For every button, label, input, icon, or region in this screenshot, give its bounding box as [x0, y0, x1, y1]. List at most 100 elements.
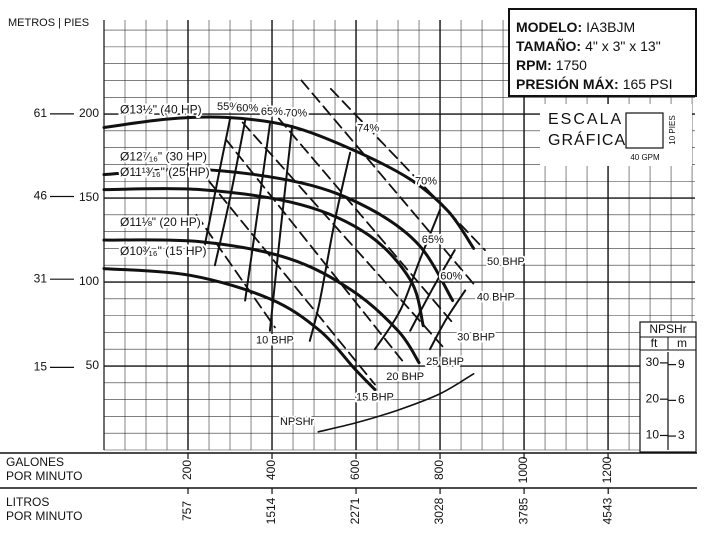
impeller-label: Ø11¹³⁄₁₆" (25 HP) — [120, 165, 210, 179]
axis-heading: METROS | PIES — [8, 17, 89, 29]
efficiency-curve — [409, 249, 456, 332]
model-key: MODELO: — [516, 19, 582, 35]
model-box-frame — [508, 8, 697, 97]
model-value: 4" x 3" x 13" — [585, 38, 661, 54]
bhp-line — [224, 138, 407, 366]
x2-tick-label: 757 — [180, 501, 194, 521]
scale-box-background — [540, 104, 692, 166]
scale-box: ESCALA GRÁFICA 10 PIES 40 GPM — [540, 104, 692, 166]
x2-tick-label: 4543 — [600, 497, 614, 524]
y-tick-label: 100 — [79, 274, 99, 288]
npshr-title: NPSHr — [649, 322, 686, 336]
efficiency-label: 65% — [261, 106, 283, 118]
y2-tick-label: 61 — [34, 106, 48, 120]
model-key: RPM: — [516, 57, 552, 73]
y2-tick-label: 46 — [34, 189, 48, 203]
model-key: TAMAÑO: — [516, 37, 581, 54]
model-value: 1750 — [556, 57, 587, 73]
efficiency-label: 74% — [357, 123, 379, 135]
efficiency-curve — [428, 289, 467, 351]
npshr-label: NPSHr — [280, 416, 315, 428]
x-tick-label: 1000 — [516, 456, 530, 483]
efficiency-curve — [308, 151, 352, 342]
model-row: RPM: 1750 — [516, 57, 587, 73]
npshr-ft-tick-label: 20 — [646, 391, 660, 405]
y2-tick-label: 15 — [34, 360, 48, 374]
impeller-label: Ø10³⁄₁₆" (15 HP) — [120, 244, 207, 258]
bhp-line — [195, 213, 276, 329]
model-row: TAMAÑO: 4" x 3" x 13" — [516, 37, 661, 54]
x2-label: LITROS — [6, 495, 49, 509]
x2-tick-label: 3028 — [432, 497, 446, 524]
npshr-m-tick-label: 6 — [678, 393, 685, 407]
scale-square — [625, 112, 664, 149]
model-row: MODELO: IA3BJM — [516, 19, 635, 35]
impeller-curve — [102, 267, 377, 392]
efficiency-label: 60% — [440, 270, 462, 282]
curves — [102, 79, 486, 433]
bhp-label: 50 BHP — [487, 256, 525, 268]
npshr-curve — [317, 372, 475, 433]
efficiency-curve — [213, 119, 247, 267]
impeller-label: Ø13½" (40 HP) — [120, 103, 202, 117]
bhp-label: 30 BHP — [457, 332, 495, 344]
model-key: PRESIÓN MÁX: — [516, 75, 619, 92]
bhp-line — [329, 87, 486, 252]
y-tick-label: 200 — [79, 106, 99, 120]
bhp-label: 40 BHP — [477, 291, 515, 303]
x-tick-label: 600 — [348, 460, 362, 480]
scale-height-label: 10 PIES — [668, 115, 677, 144]
bhp-label: 15 BHP — [356, 391, 394, 403]
efficiency-curve — [373, 208, 442, 351]
npshr-inset: NPSHr ft m 10 20 30 3 6 9 — [639, 321, 697, 453]
scale-title: ESCALA — [548, 111, 623, 128]
efficiency-curve — [244, 123, 271, 302]
npshr-m-label: m — [677, 336, 687, 350]
x-tick-label: 1200 — [600, 456, 614, 483]
npshr-m-tick-label: 9 — [678, 357, 685, 371]
npshr-ft-label: ft — [651, 336, 658, 350]
bhp-line — [300, 79, 476, 287]
impeller-curve — [102, 238, 421, 365]
efficiency-label: 60% — [236, 103, 258, 115]
bhp-label: 25 BHP — [426, 356, 464, 368]
x-tick-label: 800 — [432, 460, 446, 480]
efficiency-label: 70% — [285, 108, 307, 120]
impeller-curve — [102, 187, 425, 328]
x2-tick-label: 3785 — [516, 497, 530, 524]
y2-tick-label: 31 — [34, 271, 48, 285]
labels: 200 400 600 800 1000 1200 757 1514 2271 3028 3785 4… — [34, 99, 615, 524]
npshr-ft-tick-label: 10 — [646, 428, 660, 442]
y-tick-label: 50 — [86, 358, 100, 372]
impeller-curve — [102, 115, 476, 250]
scale-width-label: 40 GPM — [630, 153, 660, 162]
bhp-label: 10 BHP — [256, 334, 294, 346]
x-label: POR MINUTO — [6, 469, 82, 483]
x-label: GALONES — [6, 455, 64, 469]
efficiency-label: 65% — [422, 234, 444, 246]
model-value: 165 PSI — [623, 76, 673, 92]
model-box: MODELO: IA3BJM TAMAÑO: 4" x 3" x 13" RPM: 1… — [508, 8, 697, 97]
x2-tick-label: 1514 — [264, 497, 278, 524]
bhp-line — [241, 121, 446, 351]
npshr-ft-tick-label: 30 — [646, 355, 660, 369]
impeller-label: Ø11⅛" (20 HP) — [120, 215, 201, 229]
x2-label: POR MINUTO — [6, 509, 82, 523]
npshr-m-tick-label: 3 — [678, 428, 685, 442]
x-tick-label: 200 — [180, 460, 194, 480]
efficiency-label: 55% — [217, 101, 239, 113]
x2-tick-label: 2271 — [348, 497, 362, 524]
efficiency-label: 70% — [415, 176, 437, 188]
scale-title: GRÁFICA — [548, 130, 626, 149]
y-tick-label: 150 — [79, 190, 99, 204]
bhp-line — [208, 180, 376, 386]
grid — [0, 20, 697, 494]
efficiency-curve — [268, 124, 294, 332]
model-row: PRESIÓN MÁX: 165 PSI — [516, 75, 673, 92]
impeller-label: Ø12⁷⁄₁₆" (30 HP) — [120, 150, 207, 164]
model-value: IA3BJM — [586, 19, 635, 35]
impeller-curve — [102, 167, 455, 303]
bhp-label: 20 BHP — [386, 371, 424, 383]
x-tick-label: 400 — [264, 460, 278, 480]
